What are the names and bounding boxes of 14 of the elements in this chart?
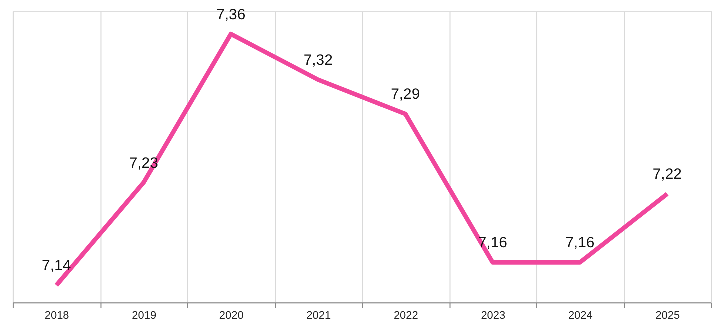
data-label: 7,32: [304, 52, 333, 69]
x-tick-label: 2018: [44, 310, 70, 322]
x-tick-label: 2025: [656, 310, 680, 322]
data-label: 7,14: [42, 258, 72, 275]
data-label: 7,22: [652, 166, 682, 184]
x-tick-label: 2023: [481, 310, 506, 322]
data-label: 7,29: [391, 86, 420, 104]
x-tick-label: 2021: [306, 310, 332, 322]
x-tick-label: 2022: [394, 310, 418, 322]
x-tick-label: 2019: [132, 310, 157, 322]
data-label: 7,16: [566, 234, 595, 252]
x-tick-label: 2024: [568, 310, 593, 322]
data-label: 7,36: [216, 6, 246, 24]
x-tick-label: 2020: [219, 310, 244, 322]
